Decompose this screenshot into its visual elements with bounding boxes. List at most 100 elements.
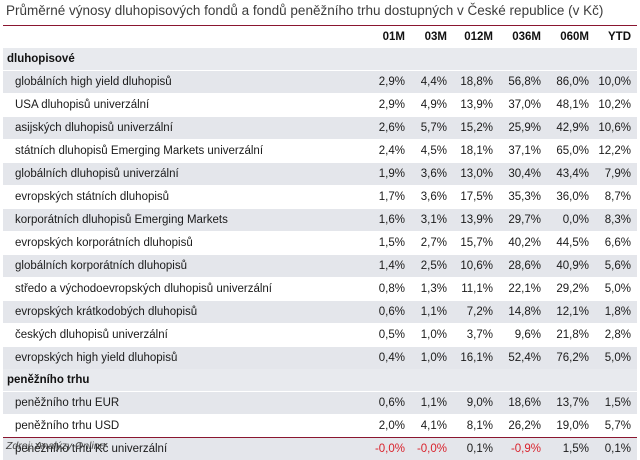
return-value-cell: 9,0% xyxy=(453,392,499,415)
fund-category-name: evropských high yield dluhopisů xyxy=(3,347,373,370)
return-value-cell: 1,0% xyxy=(411,324,453,347)
return-value-cell: 3,1% xyxy=(411,209,453,232)
header-col-01m: 01M xyxy=(373,26,411,49)
return-value-cell: 1,0% xyxy=(411,347,453,370)
return-value-cell: 7,9% xyxy=(595,163,637,186)
return-value-cell: 7,2% xyxy=(453,301,499,324)
return-value-cell: 40,2% xyxy=(499,232,547,255)
return-value-cell: 15,7% xyxy=(453,232,499,255)
return-value-cell: 13,7% xyxy=(547,392,595,415)
section-label: peněžního trhu xyxy=(3,369,637,392)
return-value-cell: 48,1% xyxy=(547,94,595,117)
header-col-036m: 036M xyxy=(499,26,547,49)
fund-category-name: globálních korporátních dluhopisů xyxy=(3,255,373,278)
return-value-cell: 10,6% xyxy=(453,255,499,278)
return-value-cell: 0,0% xyxy=(547,209,595,232)
return-value-cell: 18,1% xyxy=(453,140,499,163)
return-value-cell: 0,5% xyxy=(373,324,411,347)
return-value-cell: 12,1% xyxy=(547,301,595,324)
return-value-cell: 8,1% xyxy=(453,415,499,438)
return-value-cell: 26,2% xyxy=(499,415,547,438)
return-value-cell: 35,3% xyxy=(499,186,547,209)
return-value-cell: 5,7% xyxy=(411,117,453,140)
return-value-cell: 1,5% xyxy=(595,392,637,415)
return-value-cell: 6,6% xyxy=(595,232,637,255)
return-value-cell: 2,0% xyxy=(373,415,411,438)
header-col-012m: 012M xyxy=(453,26,499,49)
return-value-cell: 1,1% xyxy=(411,392,453,415)
return-value-cell: 12,2% xyxy=(595,140,637,163)
return-value-cell: 15,2% xyxy=(453,117,499,140)
return-value-cell: 36,0% xyxy=(547,186,595,209)
return-value-cell: 13,0% xyxy=(453,163,499,186)
return-value-cell: 4,5% xyxy=(411,140,453,163)
return-value-cell: 4,9% xyxy=(411,94,453,117)
fund-category-name: peněžního trhu USD xyxy=(3,415,373,438)
fund-category-name: asijských dluhopisů univerzální xyxy=(3,117,373,140)
return-value-cell: 0,1% xyxy=(595,438,637,460)
return-value-cell: 76,2% xyxy=(547,347,595,370)
return-value-cell: 1,9% xyxy=(373,163,411,186)
return-value-cell: 0,6% xyxy=(373,301,411,324)
fund-category-name: evropských krátkodobých dluhopisů xyxy=(3,301,373,324)
section-header-row: peněžního trhu xyxy=(3,369,637,392)
return-value-cell: 2,6% xyxy=(373,117,411,140)
return-value-cell: 5,7% xyxy=(595,415,637,438)
return-value-cell: 0,6% xyxy=(373,392,411,415)
return-value-cell: 56,8% xyxy=(499,71,547,94)
fund-category-name: českých dluhopisů univerzální xyxy=(3,324,373,347)
return-value-cell: 10,0% xyxy=(595,71,637,94)
bottom-rule xyxy=(3,437,637,438)
return-value-cell: 29,7% xyxy=(499,209,547,232)
return-value-cell: 86,0% xyxy=(547,71,595,94)
return-value-cell: 30,4% xyxy=(499,163,547,186)
return-value-cell: 1,1% xyxy=(411,301,453,324)
return-value-cell: 0,8% xyxy=(373,278,411,301)
return-value-cell: 44,5% xyxy=(547,232,595,255)
return-value-cell: 8,3% xyxy=(595,209,637,232)
return-value-cell: 22,1% xyxy=(499,278,547,301)
return-value-cell: 1,8% xyxy=(595,301,637,324)
return-value-cell: 2,9% xyxy=(373,71,411,94)
table-header-row: 01M 03M 012M 036M 060M YTD xyxy=(3,26,637,49)
return-value-cell: 25,9% xyxy=(499,117,547,140)
return-value-cell: 1,4% xyxy=(373,255,411,278)
fund-category-name: evropských korporátních dluhopisů xyxy=(3,232,373,255)
return-value-cell: 21,8% xyxy=(547,324,595,347)
return-value-cell: 2,5% xyxy=(411,255,453,278)
section-label: dluhopisové xyxy=(3,48,637,71)
return-value-cell: 8,7% xyxy=(595,186,637,209)
header-col-060m: 060M xyxy=(547,26,595,49)
return-value-cell: 4,4% xyxy=(411,71,453,94)
fund-category-name: USA dluhopisů univerzální xyxy=(3,94,373,117)
source-note: Zdroj: Analýzy Online xyxy=(6,440,105,452)
fund-category-name: globálních dluhopisů univerzální xyxy=(3,163,373,186)
return-value-cell: 40,9% xyxy=(547,255,595,278)
return-value-cell: 43,4% xyxy=(547,163,595,186)
return-value-cell: 1,5% xyxy=(547,438,595,460)
return-value-cell: 14,8% xyxy=(499,301,547,324)
return-value-cell: 28,6% xyxy=(499,255,547,278)
header-col-03m: 03M xyxy=(411,26,453,49)
return-value-cell: 2,7% xyxy=(411,232,453,255)
table-row: středo a východoevropských dluhopisů uni… xyxy=(3,278,637,301)
return-value-cell: 0,4% xyxy=(373,347,411,370)
return-value-cell: 5,0% xyxy=(595,278,637,301)
return-value-cell: 3,6% xyxy=(411,186,453,209)
return-value-cell: -0,0% xyxy=(411,438,453,460)
fund-category-name: středo a východoevropských dluhopisů uni… xyxy=(3,278,373,301)
return-value-cell: 2,9% xyxy=(373,94,411,117)
return-value-cell: 1,6% xyxy=(373,209,411,232)
return-value-cell: 11,1% xyxy=(453,278,499,301)
